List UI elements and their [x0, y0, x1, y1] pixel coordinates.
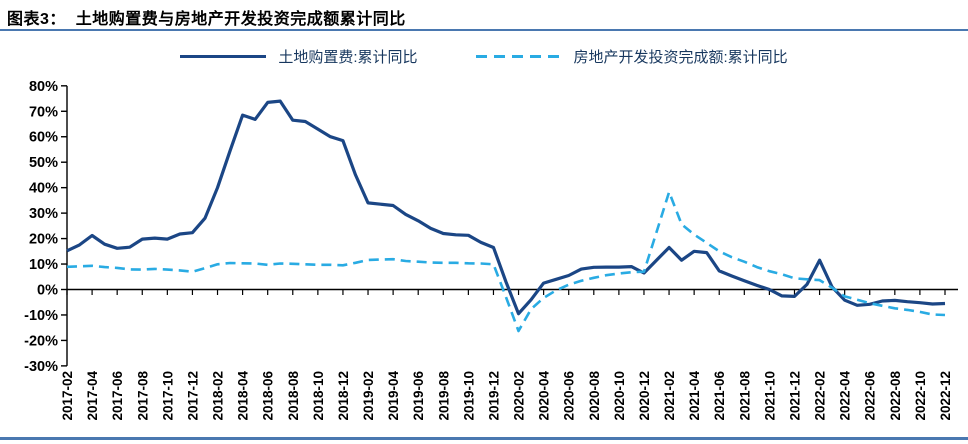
- x-axis-label: 2022-04: [838, 371, 853, 421]
- x-axis-label: 2019-02: [361, 371, 376, 421]
- x-axis-label: 2018-12: [336, 371, 351, 421]
- x-axis-label: 2018-06: [261, 371, 276, 421]
- title-underline: [0, 29, 968, 31]
- page-title: 图表3： 土地购置费与房地产开发投资完成额累计同比: [7, 11, 406, 28]
- x-axis-label: 2022-10: [913, 371, 928, 421]
- y-axis-label: 70%: [29, 104, 58, 120]
- x-axis-label: 2017-04: [85, 371, 100, 421]
- x-axis-label: 2020-10: [612, 371, 627, 421]
- y-axis-label: 0%: [37, 283, 58, 299]
- dashed-line-swatch: [475, 55, 562, 58]
- y-axis-label: 10%: [29, 257, 58, 273]
- x-axis-label: 2021-04: [687, 371, 702, 421]
- x-axis-label: 2017-06: [110, 371, 125, 421]
- x-axis-label: 2019-04: [386, 371, 401, 421]
- x-axis-label: 2022-06: [863, 371, 878, 421]
- bottom-border: [0, 437, 968, 440]
- x-axis-label: 2019-06: [411, 371, 426, 421]
- legend-label: 房地产开发投资完成额:累计同比: [573, 49, 788, 66]
- x-axis-label: 2018-08: [286, 371, 301, 421]
- x-axis-label: 2017-12: [185, 371, 200, 421]
- series-realestate-investment-line: [66, 190, 946, 333]
- x-axis-label: 2022-02: [813, 371, 828, 421]
- x-axis-label: 2020-06: [562, 371, 577, 421]
- legend-item-realestate-investment: 房地产开发投资完成额:累计同比: [475, 46, 788, 67]
- y-axis-label: 30%: [29, 206, 58, 222]
- y-axis-label: 50%: [29, 155, 58, 171]
- x-axis-label: 2018-10: [311, 371, 326, 421]
- x-axis-label: 2020-12: [637, 371, 652, 421]
- x-axis-label: 2019-08: [436, 371, 451, 421]
- x-axis-label: 2017-10: [160, 371, 175, 421]
- x-axis-label: 2018-04: [236, 371, 251, 421]
- x-axis-label: 2021-06: [712, 371, 727, 421]
- x-axis-label: 2021-02: [662, 371, 677, 421]
- y-axis-label: 40%: [29, 181, 58, 197]
- x-axis-label: 2021-10: [762, 371, 777, 421]
- y-axis-label: -10%: [24, 308, 58, 324]
- x-axis-label: 2022-12: [938, 371, 953, 421]
- x-axis-label: 2017-08: [135, 371, 150, 421]
- y-axis-label: 80%: [29, 79, 58, 95]
- x-axis-label: 2021-12: [787, 371, 802, 421]
- solid-line-swatch: [180, 55, 267, 58]
- x-axis-label: 2019-10: [461, 371, 476, 421]
- chart-legend: 土地购置费:累计同比 房地产开发投资完成额:累计同比: [0, 46, 968, 67]
- x-axis-label: 2022-08: [888, 371, 903, 421]
- x-axis-label: 2019-12: [486, 371, 501, 421]
- x-axis-label: 2017-02: [60, 371, 75, 421]
- legend-label: 土地购置费:累计同比: [278, 49, 418, 66]
- x-axis-label: 2020-04: [537, 371, 552, 421]
- x-axis-label: 2021-08: [737, 371, 752, 421]
- y-axis-label: 60%: [29, 130, 58, 146]
- y-axis-label: -30%: [24, 359, 58, 375]
- x-axis-label: 2020-02: [512, 371, 527, 421]
- x-axis-label: 2020-08: [587, 371, 602, 421]
- x-axis-label: 2018-02: [211, 371, 226, 421]
- legend-item-land-fee: 土地购置费:累计同比: [180, 46, 418, 67]
- series-land-purchase-fee-line: [66, 99, 946, 316]
- y-axis-label: 20%: [29, 232, 58, 248]
- y-axis-label: -20%: [24, 333, 58, 349]
